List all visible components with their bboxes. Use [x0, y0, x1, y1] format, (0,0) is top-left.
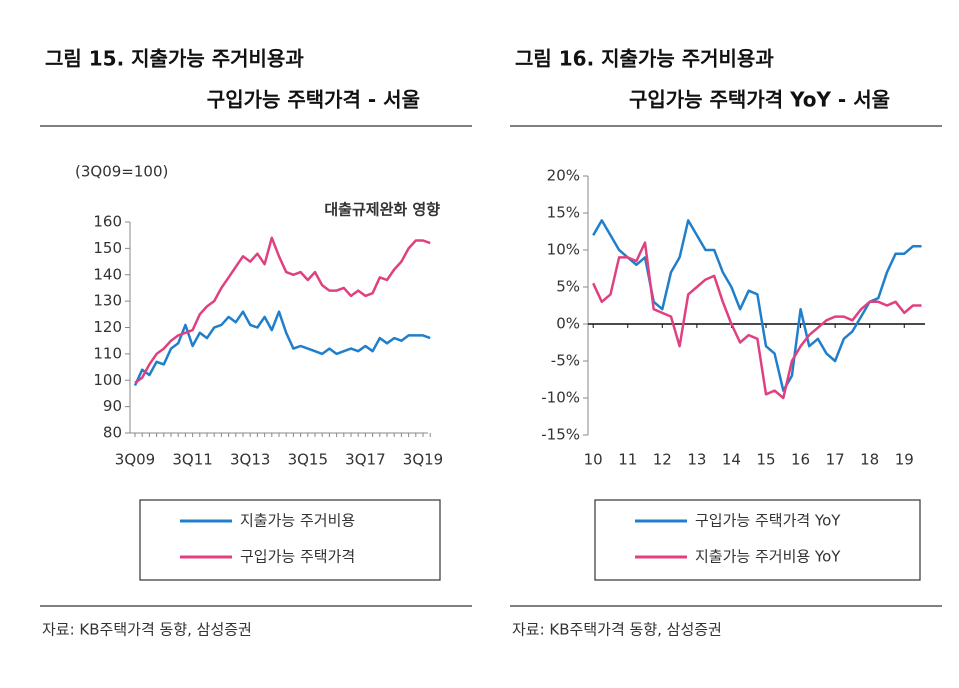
y-tick-label: 20%: [547, 167, 580, 185]
x-tick-label: 3Q19: [403, 451, 443, 469]
x-tick-label: 3Q17: [345, 451, 385, 469]
x-tick-label: 12: [653, 451, 672, 469]
y-tick-label: 130: [93, 292, 122, 310]
annotation: 대출규제완화 영향: [324, 201, 440, 219]
y-tick-label: 80: [103, 424, 122, 442]
y-tick-label: 0%: [556, 315, 580, 333]
legend-box: [594, 499, 921, 581]
x-tick-label: 3Q11: [172, 451, 212, 469]
y-tick-label: -10%: [541, 389, 580, 407]
chart-subtitle: 구입가능 주택가격 YoY - 서울: [629, 88, 890, 112]
y-tick-label: 5%: [556, 278, 580, 296]
x-tick-label: 10: [584, 451, 603, 469]
series-line: [592, 241, 922, 400]
legend-box: [139, 499, 441, 581]
y-tick-label: 100: [93, 371, 122, 389]
chart-subtitle: 구입가능 주택가격 - 서울: [207, 88, 420, 112]
y-tick-label: 160: [93, 213, 122, 231]
y-axis-label: (3Q09=100): [75, 163, 168, 181]
x-tick-label: 3Q13: [230, 451, 270, 469]
y-tick-label: 90: [103, 397, 122, 415]
x-tick-label: 19: [895, 451, 914, 469]
x-tick-label: 14: [722, 451, 741, 469]
y-tick-label: 110: [93, 344, 122, 362]
y-tick-label: 120: [93, 318, 122, 336]
x-tick-label: 16: [791, 451, 810, 469]
x-tick-label: 18: [860, 451, 879, 469]
chart-title: 그림 16. 지출가능 주거비용과: [515, 47, 774, 71]
y-tick-label: 140: [93, 265, 122, 283]
legend-label: 지출가능 주거비용: [240, 512, 355, 530]
x-tick-label: 13: [687, 451, 706, 469]
y-tick-label: 150: [93, 239, 122, 257]
legend-label: 지출가능 주거비용 YoY: [695, 548, 841, 566]
y-tick-label: -5%: [551, 352, 580, 370]
legend-label: 구입가능 주택가격 YoY: [695, 512, 841, 530]
y-tick-label: 15%: [547, 204, 580, 222]
source: 자료: KB주택가격 동향, 삼성증권: [42, 621, 252, 639]
series-line: [134, 236, 431, 384]
x-tick-label: 15: [756, 451, 775, 469]
x-tick-label: 11: [618, 451, 637, 469]
x-tick-label: 3Q15: [288, 451, 328, 469]
source: 자료: KB주택가격 동향, 삼성증권: [512, 621, 722, 639]
x-tick-label: 3Q09: [115, 451, 155, 469]
chart-title: 그림 15. 지출가능 주거비용과: [45, 47, 304, 71]
legend-label: 구입가능 주택가격: [240, 548, 355, 566]
x-tick-label: 17: [826, 451, 845, 469]
y-tick-label: -15%: [541, 426, 580, 444]
series-line: [133, 310, 431, 387]
y-tick-label: 10%: [547, 241, 580, 259]
